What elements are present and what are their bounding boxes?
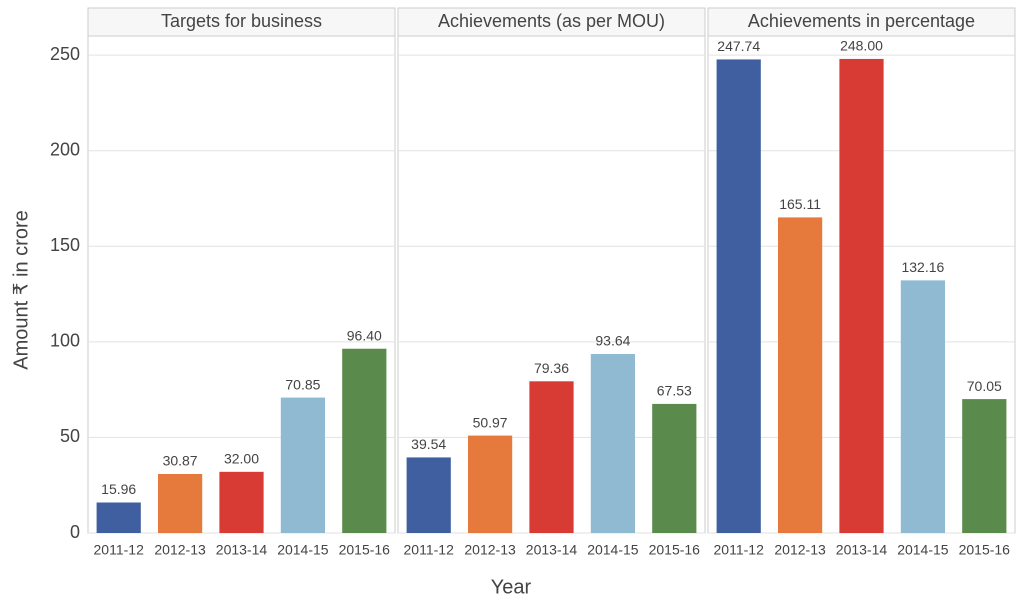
value-label: 39.54	[411, 436, 446, 452]
bar	[406, 457, 451, 533]
x-tick-label: 2012-13	[154, 542, 206, 558]
value-label: 93.64	[595, 333, 630, 349]
bar	[777, 217, 823, 534]
bar	[280, 397, 326, 533]
bar	[962, 399, 1007, 533]
x-tick-label: 2014-15	[587, 542, 639, 558]
x-tick-label: 2015-16	[339, 542, 391, 558]
bar	[219, 471, 264, 533]
bar	[716, 59, 761, 534]
value-label: 15.96	[101, 481, 136, 497]
x-tick-label: 2013-14	[836, 542, 888, 558]
value-label: 247.74	[717, 38, 760, 54]
x-tick-label: 2011-12	[94, 542, 145, 558]
x-tick-label: 2013-14	[526, 542, 578, 558]
value-label: 67.53	[657, 383, 692, 399]
y-tick-label: 150	[50, 235, 80, 255]
y-axis-label: Amount ₹ in crore	[10, 210, 32, 369]
bar	[342, 348, 387, 533]
value-label: 165.11	[779, 196, 821, 212]
panel-title: Achievements (as per MOU)	[438, 11, 665, 31]
y-tick-label: 50	[60, 426, 80, 446]
panel-strip	[87, 7, 396, 37]
value-label: 50.97	[473, 414, 508, 430]
panel-strip	[707, 7, 1016, 37]
bar	[157, 473, 203, 533]
y-tick-label: 200	[50, 139, 80, 159]
panel-title: Targets for business	[161, 11, 322, 31]
bar	[839, 58, 884, 533]
x-axis-label: Year	[491, 576, 532, 598]
value-label: 70.85	[285, 376, 320, 392]
value-label: 32.00	[224, 451, 259, 467]
value-label: 96.40	[347, 327, 382, 343]
panel-strip	[397, 7, 706, 37]
value-label: 70.05	[967, 378, 1002, 394]
bar	[467, 435, 513, 533]
value-label: 30.87	[163, 453, 198, 469]
bar	[652, 403, 697, 533]
x-tick-label: 2011-12	[714, 542, 765, 558]
y-tick-label: 0	[70, 522, 80, 542]
x-tick-label: 2012-13	[774, 542, 826, 558]
y-tick-label: 100	[50, 331, 80, 351]
x-tick-label: 2014-15	[897, 542, 949, 558]
value-label: 79.36	[534, 360, 569, 376]
bar	[96, 502, 141, 533]
bar	[900, 280, 946, 533]
bar	[590, 354, 636, 533]
bar	[529, 381, 574, 533]
x-tick-label: 2013-14	[216, 542, 268, 558]
value-label: 132.16	[901, 259, 944, 275]
x-tick-label: 2015-16	[649, 542, 701, 558]
x-tick-label: 2015-16	[959, 542, 1011, 558]
panel-title: Achievements in percentage	[748, 11, 975, 31]
x-tick-label: 2012-13	[464, 542, 516, 558]
y-tick-label: 250	[50, 44, 80, 64]
value-label: 248.00	[840, 38, 883, 54]
x-tick-label: 2014-15	[277, 542, 329, 558]
x-tick-label: 2011-12	[404, 542, 455, 558]
